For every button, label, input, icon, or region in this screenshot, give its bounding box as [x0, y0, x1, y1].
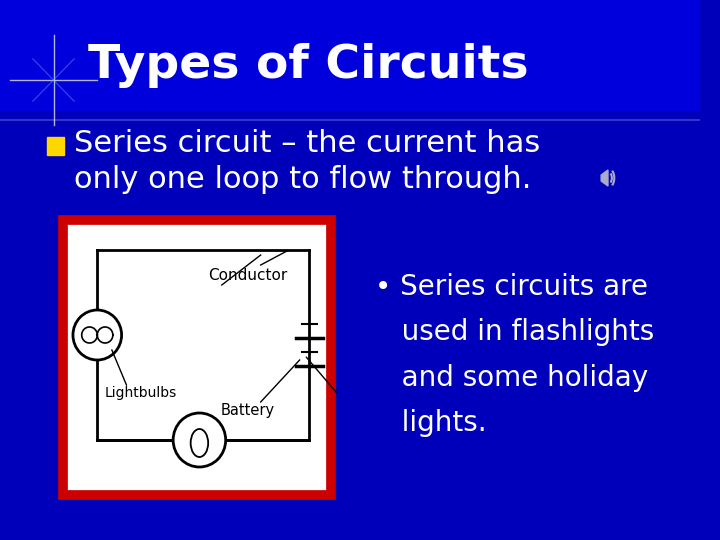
Ellipse shape [191, 429, 208, 457]
Circle shape [173, 413, 225, 467]
Bar [47, 137, 64, 155]
Text: only one loop to flow through.: only one loop to flow through. [74, 165, 531, 194]
Bar [63, 220, 330, 495]
Text: Battery: Battery [221, 402, 275, 417]
Circle shape [73, 310, 122, 360]
Text: • Series circuits are
   used in flashlights
   and some holiday
   lights.: • Series circuits are used in flashlight… [374, 273, 654, 437]
Text: Series circuit – the current has: Series circuit – the current has [74, 129, 540, 158]
Bar [71, 228, 323, 487]
Text: Lightbulbs: Lightbulbs [105, 386, 177, 400]
Polygon shape [601, 170, 608, 186]
Text: Types of Circuits: Types of Circuits [88, 43, 528, 87]
Bar [0, 0, 701, 110]
Text: Conductor: Conductor [208, 267, 288, 282]
